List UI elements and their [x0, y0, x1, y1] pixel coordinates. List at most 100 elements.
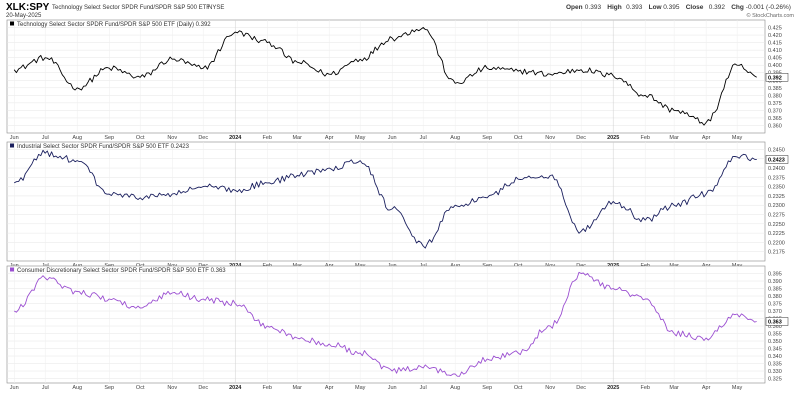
x-tick-label: Sep — [482, 385, 492, 391]
y-tick-label: 0.415 — [768, 41, 782, 47]
stat-label-chg: Chg — [731, 4, 744, 11]
y-tick-label: 0.385 — [768, 287, 782, 293]
y-tick-label: 0.335 — [768, 362, 782, 368]
y-tick-label: 0.2275 — [768, 213, 785, 219]
y-tick-label: 0.400 — [768, 63, 782, 69]
panel-3: 0.3950.3900.3850.3800.3750.3700.3650.360… — [6, 265, 789, 391]
y-tick-label: 0.330 — [768, 369, 782, 375]
panel-2: 0.24500.24250.24000.23750.23500.23250.23… — [6, 141, 789, 269]
x-tick-label: Apr — [702, 385, 711, 391]
y-tick-label: 0.395 — [768, 272, 782, 278]
x-tick-label: Jul — [420, 135, 427, 141]
stat-value-close: 0.392 — [709, 4, 726, 11]
y-tick-label: 0.385 — [768, 86, 782, 92]
x-tick-label: Aug — [72, 385, 82, 391]
last-value-label: 0.2423 — [768, 157, 785, 163]
series-line — [13, 27, 757, 126]
y-tick-label: 0.380 — [768, 294, 782, 300]
x-tick-label: 2024 — [229, 135, 242, 141]
x-tick-label: Apr — [325, 385, 334, 391]
y-tick-label: 0.405 — [768, 56, 782, 62]
series-swatch — [10, 21, 14, 26]
x-tick-label: Aug — [450, 385, 460, 391]
x-tick-label: 2025 — [607, 385, 619, 391]
y-tick-label: 0.2175 — [768, 250, 785, 256]
x-tick-label: Mar — [669, 135, 679, 141]
x-tick-label: Nov — [167, 385, 177, 391]
x-tick-label: Sep — [104, 135, 114, 141]
x-tick-label: Nov — [167, 135, 177, 141]
y-tick-label: 0.350 — [768, 339, 782, 345]
ticker-symbol: XLK:SPY — [6, 2, 50, 13]
series-line — [13, 149, 757, 249]
x-tick-label: Oct — [514, 135, 523, 141]
y-tick-label: 0.370 — [768, 108, 782, 114]
x-tick-label: 2024 — [229, 385, 242, 391]
stat-value-chg: -0.001 (-0.26%) — [746, 4, 791, 11]
y-tick-label: 0.420 — [768, 33, 782, 39]
y-tick-label: 0.365 — [768, 116, 782, 122]
y-tick-label: 0.375 — [768, 101, 782, 107]
panel-frame — [6, 265, 766, 384]
panel-frame — [6, 19, 766, 134]
x-tick-label: Jul — [42, 135, 49, 141]
x-tick-label: Aug — [72, 135, 82, 141]
stockcharts-credit: © StockCharts.com — [747, 12, 795, 19]
last-value-label: 0.392 — [768, 75, 782, 81]
y-tick-label: 0.390 — [768, 279, 782, 285]
x-tick-label: Mar — [292, 135, 302, 141]
x-tick-label: Sep — [482, 135, 492, 141]
stat-value-open: 0.393 — [585, 4, 602, 11]
x-tick-label: Apr — [325, 135, 334, 141]
stat-value-high: 0.393 — [626, 4, 643, 11]
panel-frame — [6, 141, 766, 262]
x-tick-label: Jul — [42, 385, 49, 391]
last-value-tag — [765, 73, 789, 82]
x-tick-label: May — [732, 135, 743, 141]
y-tick-label: 0.2200 — [768, 240, 785, 246]
x-tick-label: Dec — [198, 385, 208, 391]
x-tick-label: Dec — [576, 385, 586, 391]
y-tick-label: 0.2400 — [768, 166, 785, 172]
x-tick-label: Feb — [640, 135, 649, 141]
x-tick-label: Mar — [669, 385, 679, 391]
x-tick-label: Jun — [388, 385, 397, 391]
x-tick-label: Oct — [136, 135, 145, 141]
stat-label-close: Close — [686, 4, 704, 11]
y-tick-label: 0.325 — [768, 377, 782, 383]
x-tick-label: Jun — [10, 135, 19, 141]
panel-title: Consumer Discretionary Select Sector SPD… — [17, 268, 226, 274]
y-tick-label: 0.380 — [768, 93, 782, 99]
y-tick-label: 0.375 — [768, 302, 782, 308]
y-tick-label: 0.2300 — [768, 203, 785, 209]
series-swatch — [10, 267, 14, 272]
x-tick-label: Aug — [450, 135, 460, 141]
last-value-tag — [765, 317, 789, 326]
ticker-description: Technology Select Sector SPDR Fund/SPDR … — [52, 5, 210, 11]
y-tick-label: 0.2375 — [768, 175, 785, 181]
series-line — [13, 271, 757, 377]
panel-title: Technology Select Sector SPDR Fund/SPDR … — [17, 22, 211, 28]
x-tick-label: Feb — [262, 135, 271, 141]
x-tick-label: Oct — [136, 385, 145, 391]
series-swatch — [10, 143, 14, 148]
ohlc-stats: Open 0.393 High 0.393 Low 0.395 Close 0.392 Chg -… — [566, 4, 791, 11]
y-tick-label: 0.360 — [768, 324, 782, 330]
x-tick-label: Dec — [198, 135, 208, 141]
y-tick-label: 0.340 — [768, 354, 782, 360]
y-tick-label: 0.355 — [768, 332, 782, 338]
panel-1: 0.4250.4200.4150.4100.4050.4000.3950.390… — [6, 19, 789, 141]
x-tick-label: Nov — [545, 385, 555, 391]
x-tick-label: May — [355, 385, 366, 391]
x-tick-label: Jul — [420, 385, 427, 391]
stat-label-low: Low — [649, 4, 663, 11]
last-value-tag — [765, 155, 789, 164]
x-tick-label: Apr — [702, 135, 711, 141]
x-tick-label: Feb — [640, 385, 649, 391]
x-tick-label: Oct — [514, 385, 523, 391]
y-tick-label: 0.360 — [768, 123, 782, 129]
ticker-exchange: NYSE — [208, 5, 224, 11]
stat-label-open: Open — [566, 4, 583, 11]
